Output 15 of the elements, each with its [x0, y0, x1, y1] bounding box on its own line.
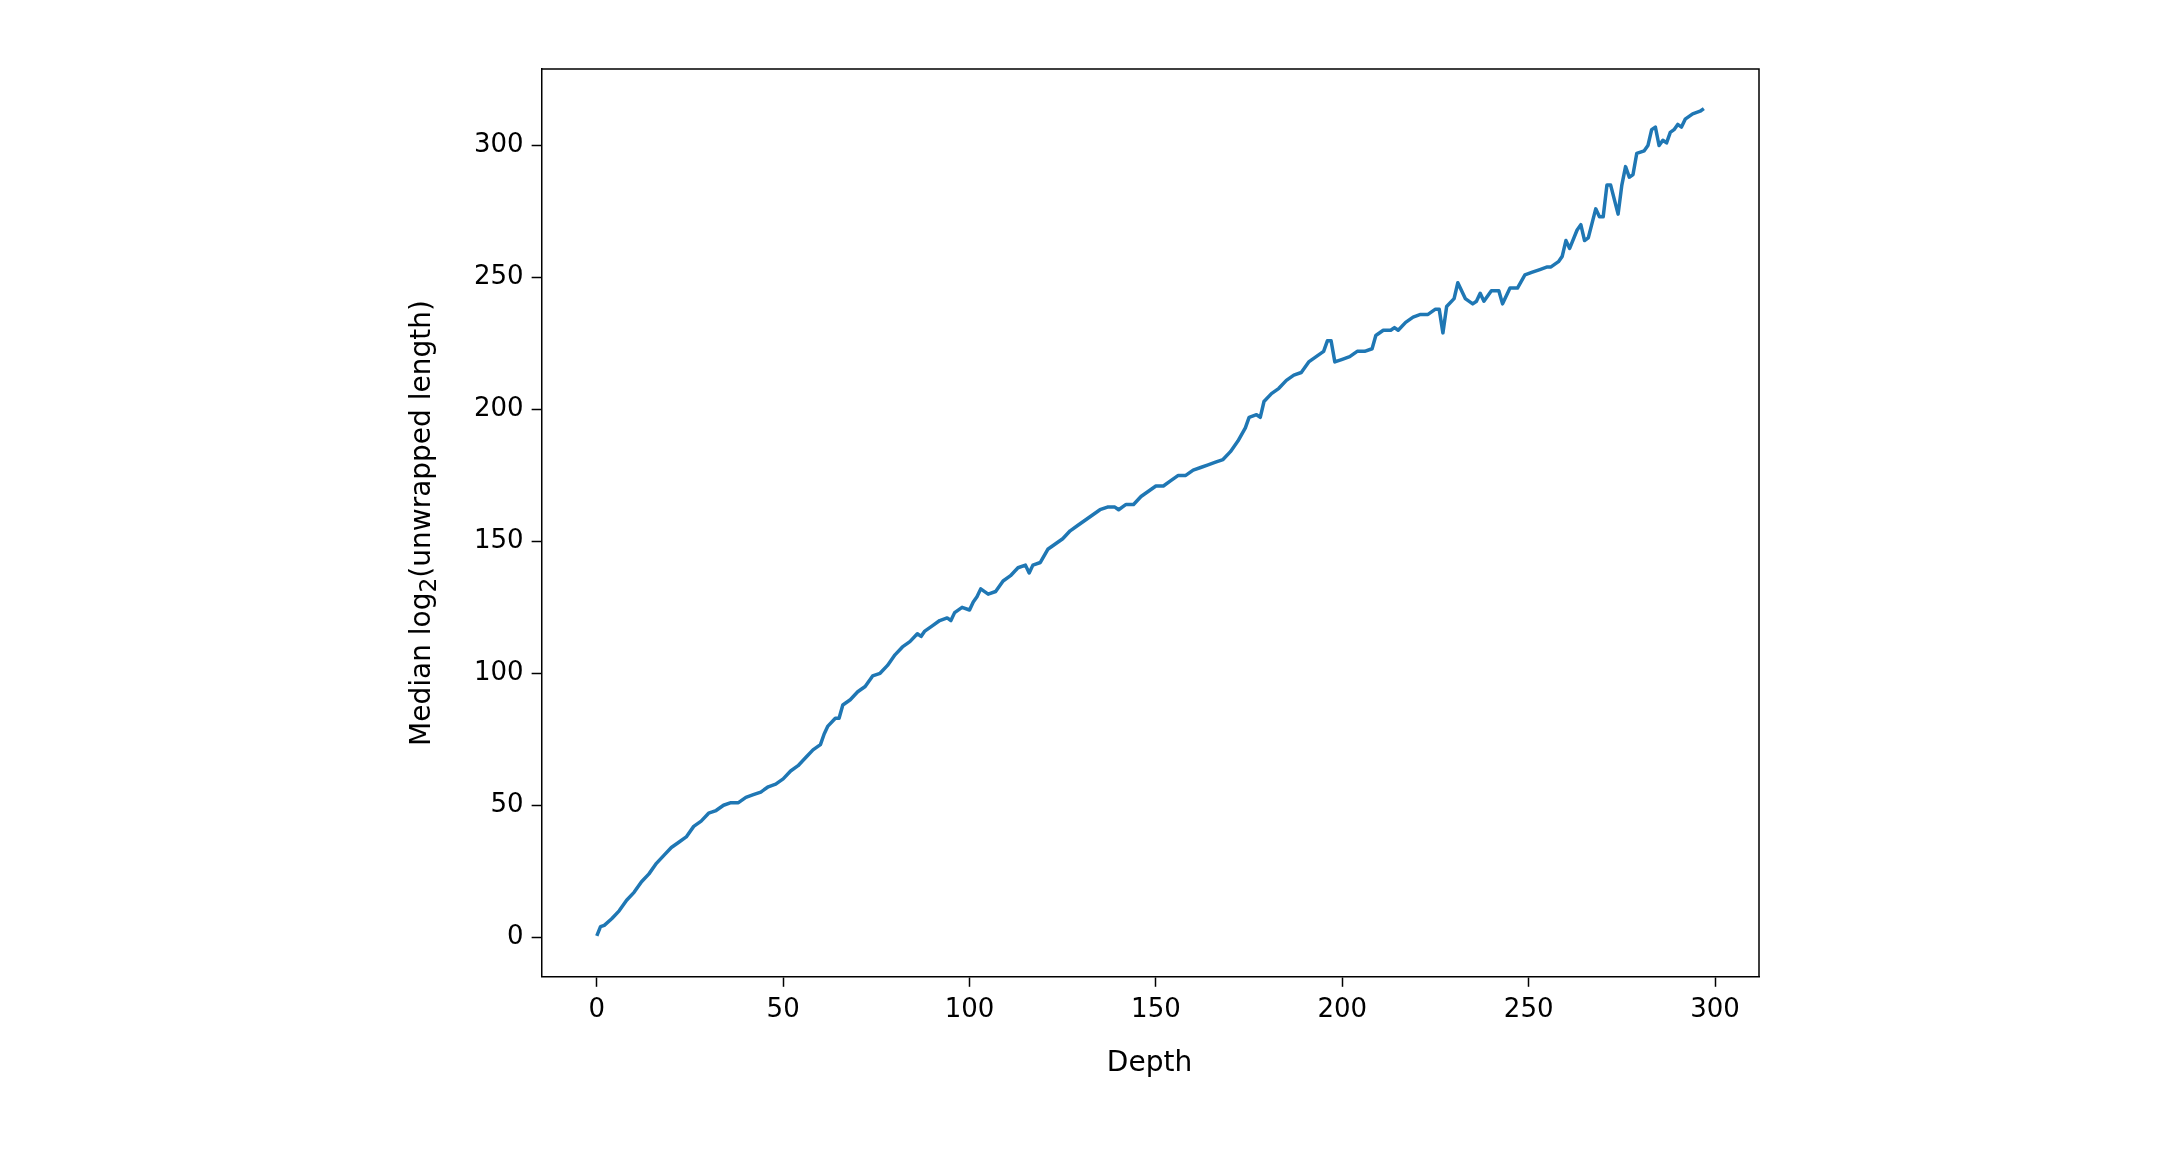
x-tick-label: 150 [1131, 993, 1181, 1024]
x-tick-label: 200 [1317, 993, 1368, 1024]
x-tick-label: 300 [1690, 993, 1740, 1024]
x-tick-label: 250 [1503, 993, 1554, 1024]
x-tick-label: 100 [944, 993, 995, 1024]
y-tick-label: 300 [473, 128, 524, 159]
y-tick-label: 100 [473, 656, 524, 687]
x-tick-label: 50 [766, 993, 800, 1024]
y-tick-label: 0 [507, 919, 524, 950]
x-axis-title: Depth [1105, 1045, 1194, 1078]
x-tick-label: 0 [588, 993, 606, 1024]
y-tick-label: 250 [473, 260, 524, 291]
y-tick-label: 50 [490, 788, 524, 819]
y-tick-label: 150 [473, 524, 524, 555]
y-tick-label: 200 [473, 392, 524, 423]
